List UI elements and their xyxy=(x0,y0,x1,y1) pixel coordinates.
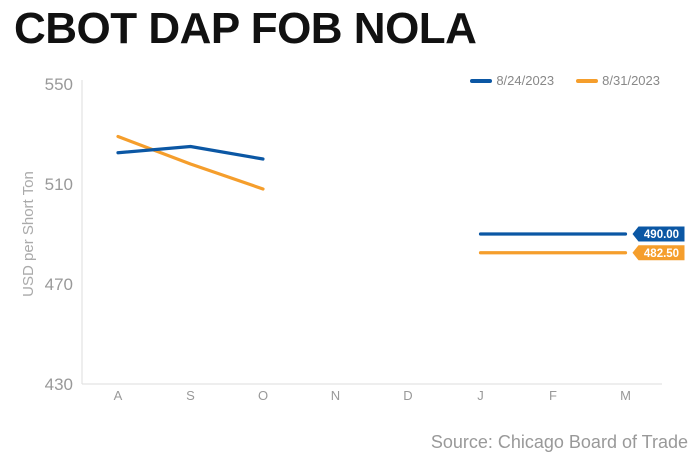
x-tick-label: S xyxy=(186,388,195,403)
end-label-badge-2 xyxy=(632,245,685,261)
x-tick-label: F xyxy=(549,388,557,403)
end-label-1: 490.00 xyxy=(644,229,679,241)
y-tick-label: 510 xyxy=(45,175,73,194)
y-axis-label: USD per Short Ton xyxy=(20,171,37,297)
legend-item-series-2: 8/31/2023 xyxy=(576,73,660,88)
y-tick-label: 470 xyxy=(45,275,73,294)
legend-label-series-2: 8/31/2023 xyxy=(602,73,660,88)
y-tick-label: 430 xyxy=(45,375,73,394)
legend-swatch-series-2 xyxy=(576,78,599,83)
source-note: Source: Chicago Board of Trade xyxy=(430,432,688,452)
x-tick-label: O xyxy=(258,388,268,403)
x-tick-label: M xyxy=(620,388,631,403)
chart-title: CBOT DAP FOB NOLA xyxy=(14,4,477,53)
y-tick-label: 550 xyxy=(45,75,73,94)
legend-label-series-1: 8/24/2023 xyxy=(496,73,555,88)
x-tick-label: J xyxy=(477,388,484,403)
end-label-badge-1 xyxy=(632,226,685,242)
x-tick-label: D xyxy=(403,388,412,403)
chart-legend: 8/24/2023 8/31/2023 xyxy=(470,73,660,88)
x-tick-label: N xyxy=(331,388,340,403)
series-line-2 xyxy=(116,134,265,191)
legend-item-series-1: 8/24/2023 xyxy=(470,73,554,88)
series-line-1 xyxy=(116,144,265,161)
legend-swatch-series-1 xyxy=(470,78,493,83)
end-label-2: 482.50 xyxy=(644,248,679,260)
x-tick-label: A xyxy=(114,388,123,403)
